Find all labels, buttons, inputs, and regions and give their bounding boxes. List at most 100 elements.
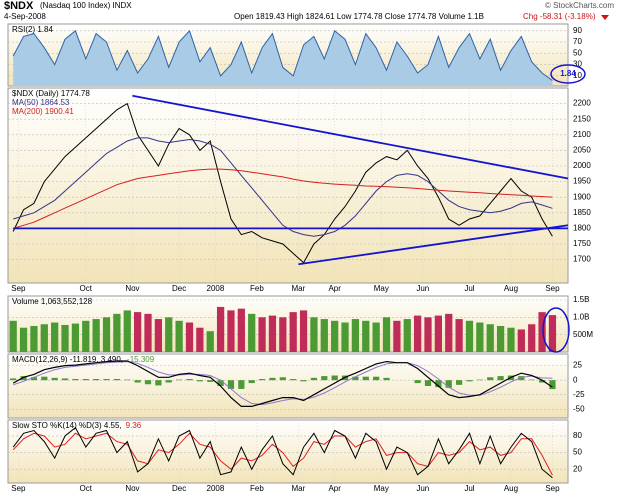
macd-histogram-bar xyxy=(134,380,141,383)
volume-bar xyxy=(134,312,142,352)
y-tick-label: 1950 xyxy=(573,177,591,186)
macd-histogram-bar xyxy=(466,380,473,382)
volume-bar xyxy=(206,331,214,352)
x-tick-label: Nov xyxy=(125,484,139,493)
x-tick-label: Apr xyxy=(328,284,341,293)
quote: Open 1819.43 High 1824.61 Low 1774.78 Cl… xyxy=(234,12,484,21)
macd-histogram-bar xyxy=(310,377,318,381)
y-tick-label: 2050 xyxy=(573,146,591,155)
volume-bar xyxy=(216,306,225,352)
volume-bar xyxy=(51,322,59,352)
panel-label: 9.36 xyxy=(126,421,142,430)
volume-bar xyxy=(528,324,536,352)
volume-bar xyxy=(144,313,152,352)
macd-histogram-bar xyxy=(176,379,183,381)
x-tick-label: Oct xyxy=(80,284,93,293)
y-tick-label: 1700 xyxy=(573,255,591,264)
macd-histogram-bar xyxy=(549,380,556,390)
y-tick-label: 2200 xyxy=(573,99,591,108)
y-tick-label: 1900 xyxy=(573,192,591,201)
symbol: $NDX xyxy=(4,0,34,12)
rsi-line xyxy=(12,29,553,81)
volume-bar xyxy=(341,322,349,352)
volume-bar xyxy=(476,322,484,352)
x-tick-label: Oct xyxy=(80,484,93,493)
x-tick-label: Jul xyxy=(464,284,474,293)
macd-histogram-bar xyxy=(93,379,100,381)
volume-bar xyxy=(268,315,277,352)
macd-histogram-bar xyxy=(165,380,172,383)
annotation-ellipse xyxy=(542,307,570,353)
macd-histogram-bar xyxy=(528,379,535,381)
macd-histogram-bar xyxy=(10,378,17,381)
y-tick-label: 1.5B xyxy=(573,295,589,304)
volume-bar xyxy=(320,319,328,352)
y-tick-label: 30 xyxy=(573,60,582,69)
index-name: (Nasdaq 100 Index) INDX xyxy=(40,1,132,10)
volume-bar xyxy=(61,324,69,352)
volume-bar xyxy=(414,315,422,352)
d-line xyxy=(12,432,553,476)
y-tick-label: 25 xyxy=(573,361,582,370)
volume-bar xyxy=(227,310,235,352)
volume-bar xyxy=(113,313,121,352)
x-tick-label: Dec xyxy=(172,484,186,493)
volume-bar xyxy=(71,323,80,352)
volume-bar xyxy=(154,319,162,352)
y-tick-label: -50 xyxy=(573,404,585,413)
macd-histogram-bar xyxy=(321,376,328,381)
panel-label: Slow STO %K(14) %D(3) 4.55, xyxy=(12,421,122,430)
volume-bar xyxy=(434,315,442,352)
legend-entry: MA(50) 1864.53 xyxy=(12,98,70,107)
signal-line xyxy=(13,361,553,406)
x-tick-label: Nov xyxy=(125,284,139,293)
macd-histogram-bar xyxy=(186,379,193,381)
x-tick-label: Feb xyxy=(250,284,264,293)
y-tick-label: 50 xyxy=(573,448,582,457)
volume-bar xyxy=(19,327,28,352)
volume-bar xyxy=(465,320,474,352)
x-tick-label: Sep xyxy=(545,284,560,293)
macd-histogram-bar xyxy=(476,379,483,381)
x-tick-label: Aug xyxy=(504,284,518,293)
date: 4-Sep-2008 xyxy=(4,12,46,21)
y-tick-label: 1750 xyxy=(573,239,591,248)
panel-bg xyxy=(7,87,569,284)
volume-bar xyxy=(403,319,411,352)
y-tick-label: 2100 xyxy=(573,130,591,139)
volume-bar xyxy=(165,317,173,352)
macd-histogram-bar xyxy=(30,377,38,381)
annotation-ellipse xyxy=(550,64,586,84)
volume-bar xyxy=(92,319,100,352)
price-line xyxy=(13,137,553,237)
panel-bg xyxy=(7,419,569,484)
x-tick-label: Aug xyxy=(504,484,518,493)
volume-bar xyxy=(289,312,297,352)
macd-histogram-bar xyxy=(207,380,214,382)
volume-bar xyxy=(331,320,339,352)
volume-bar xyxy=(455,319,463,352)
y-tick-label: 500M xyxy=(573,330,593,339)
volume-bar xyxy=(237,308,245,352)
macd-histogram-bar xyxy=(331,375,338,381)
volume-bar xyxy=(30,325,38,352)
volume-bar xyxy=(175,320,183,352)
volume-bar xyxy=(538,312,546,352)
x-tick-label: 2008 xyxy=(207,484,225,493)
macd-histogram-bar xyxy=(373,376,380,381)
x-tick-label: May xyxy=(374,284,389,293)
rsi-area xyxy=(13,30,553,86)
macd-histogram-bar xyxy=(518,376,525,381)
y-tick-label: 1850 xyxy=(573,208,591,217)
x-tick-label: Sep xyxy=(11,284,26,293)
macd-histogram-bar xyxy=(103,379,110,381)
x-tick-label: Jun xyxy=(416,284,429,293)
trendline xyxy=(132,94,569,180)
macd-histogram-bar xyxy=(72,379,79,381)
price-line xyxy=(12,102,553,264)
macd-histogram-bar xyxy=(248,380,255,384)
y-tick-label: 1.0B xyxy=(573,312,589,321)
y-tick-label: 10 xyxy=(573,71,582,80)
volume-bar xyxy=(299,310,308,352)
annotation: 1.84 xyxy=(560,69,576,78)
